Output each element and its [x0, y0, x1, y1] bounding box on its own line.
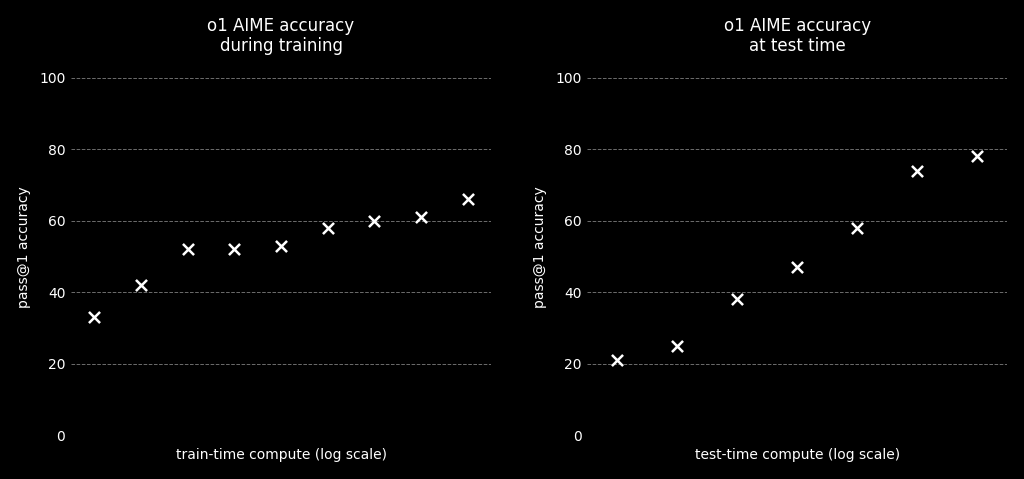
Point — [272, 242, 289, 250]
Point — [790, 263, 806, 271]
Point — [133, 281, 150, 289]
X-axis label: test-time compute (log scale): test-time compute (log scale) — [694, 448, 900, 462]
Title: o1 AIME accuracy
at test time: o1 AIME accuracy at test time — [724, 17, 870, 56]
Point — [729, 296, 745, 303]
Point — [460, 195, 476, 203]
Point — [367, 217, 383, 225]
Point — [413, 213, 429, 221]
Point — [909, 167, 926, 174]
Point — [179, 245, 196, 253]
Point — [969, 152, 985, 160]
Point — [319, 224, 336, 232]
Point — [669, 342, 685, 350]
Point — [609, 356, 626, 364]
Point — [226, 245, 243, 253]
X-axis label: train-time compute (log scale): train-time compute (log scale) — [175, 448, 386, 462]
Point — [849, 224, 865, 232]
Y-axis label: pass@1 accuracy: pass@1 accuracy — [532, 187, 547, 308]
Y-axis label: pass@1 accuracy: pass@1 accuracy — [16, 187, 31, 308]
Point — [86, 313, 102, 321]
Title: o1 AIME accuracy
during training: o1 AIME accuracy during training — [208, 17, 354, 56]
